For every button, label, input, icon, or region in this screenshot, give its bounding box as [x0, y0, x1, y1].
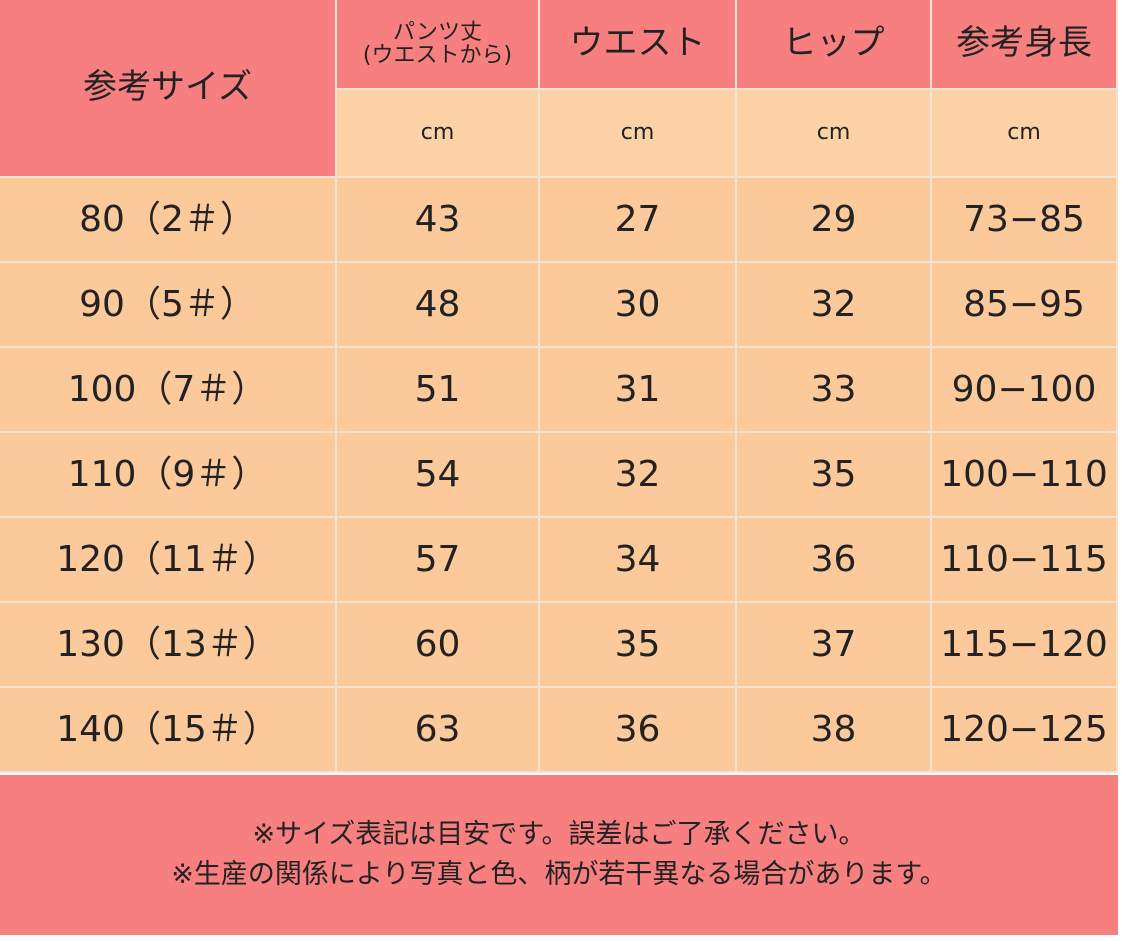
- value-cell: 115−120: [932, 603, 1118, 688]
- value: 51: [414, 368, 461, 410]
- value-cell: 38: [737, 688, 932, 773]
- unit-label: cm: [620, 120, 655, 146]
- value-cell: 34: [540, 518, 737, 603]
- size-cell: 120（11＃）: [0, 518, 337, 603]
- size-label: 80（2＃）: [79, 198, 256, 240]
- column-header: パンツ丈 (ウエストから): [337, 0, 540, 90]
- corner-label: 参考サイズ: [83, 67, 252, 108]
- unit-label: cm: [816, 120, 851, 146]
- value-cell: 31: [540, 348, 737, 433]
- notes: ※サイズ表記は目安です。誤差はご了承ください。 ※生産の関係により写真と色、柄が…: [0, 775, 1118, 935]
- value-cell: 35: [540, 603, 737, 688]
- unit-cell: cm: [540, 90, 737, 178]
- column-header: 参考身長: [932, 0, 1118, 90]
- value-cell: 27: [540, 178, 737, 263]
- column-header: ウエスト: [540, 0, 737, 90]
- value-cell: 110−115: [932, 518, 1118, 603]
- size-cell: 80（2＃）: [0, 178, 337, 263]
- value: 32: [614, 453, 661, 495]
- value-cell: 57: [337, 518, 540, 603]
- value: 33: [810, 368, 857, 410]
- value: 36: [810, 538, 857, 580]
- value: 43: [414, 198, 461, 240]
- value: 35: [614, 623, 661, 665]
- unit-cell: cm: [932, 90, 1118, 178]
- size-label: 120（11＃）: [56, 538, 279, 580]
- value: 63: [414, 708, 461, 750]
- value: 100−110: [940, 453, 1108, 495]
- value-cell: 63: [337, 688, 540, 773]
- value-cell: 32: [737, 263, 932, 348]
- value: 35: [810, 453, 857, 495]
- value-cell: 30: [540, 263, 737, 348]
- size-label: 140（15＃）: [56, 708, 279, 750]
- size-label: 110（9＃）: [67, 453, 268, 495]
- unit-label: cm: [1007, 120, 1041, 146]
- value: 38: [810, 708, 857, 750]
- value: 30: [614, 283, 661, 325]
- value-cell: 60: [337, 603, 540, 688]
- unit-cell: cm: [337, 90, 540, 178]
- value: 27: [614, 198, 661, 240]
- value: 57: [414, 538, 461, 580]
- size-label: 90（5＃）: [79, 283, 256, 325]
- value: 31: [614, 368, 661, 410]
- value: 34: [614, 538, 661, 580]
- size-cell: 90（5＃）: [0, 263, 337, 348]
- size-cell: 140（15＃）: [0, 688, 337, 773]
- value: 60: [414, 623, 461, 665]
- value: 37: [810, 623, 857, 665]
- value-cell: 90−100: [932, 348, 1118, 433]
- column-header: ヒップ: [737, 0, 932, 90]
- value: 120−125: [940, 708, 1108, 750]
- value-cell: 85−95: [932, 263, 1118, 348]
- value: 110−115: [940, 538, 1108, 580]
- value-cell: 100−110: [932, 433, 1118, 518]
- value: 54: [414, 453, 461, 495]
- note: ※生産の関係により写真と色、柄が若干異なる場合があります。: [171, 859, 947, 890]
- size-cell: 130（13＃）: [0, 603, 337, 688]
- value-cell: 54: [337, 433, 540, 518]
- value: 73−85: [963, 198, 1085, 240]
- value: 29: [810, 198, 857, 240]
- value-cell: 29: [737, 178, 932, 263]
- value-cell: 48: [337, 263, 540, 348]
- value-cell: 36: [737, 518, 932, 603]
- value: 32: [810, 283, 857, 325]
- value: 85−95: [963, 283, 1085, 325]
- size-label: 130（13＃）: [56, 623, 279, 665]
- value-cell: 36: [540, 688, 737, 773]
- value: 90−100: [951, 368, 1097, 410]
- value: 36: [614, 708, 661, 750]
- size-cell: 110（9＃）: [0, 433, 337, 518]
- unit-cell: cm: [737, 90, 932, 178]
- value-cell: 43: [337, 178, 540, 263]
- size-label: 100（7＃）: [67, 368, 268, 410]
- value-cell: 32: [540, 433, 737, 518]
- note: ※サイズ表記は目安です。誤差はご了承ください。: [252, 819, 866, 850]
- value: 48: [414, 283, 461, 325]
- value-cell: 35: [737, 433, 932, 518]
- value-cell: 37: [737, 603, 932, 688]
- value: 115−120: [940, 623, 1108, 665]
- size-cell: 100（7＃）: [0, 348, 337, 433]
- column-title: 参考身長: [956, 23, 1092, 64]
- value-cell: 33: [737, 348, 932, 433]
- value-cell: 73−85: [932, 178, 1118, 263]
- column-title: ヒップ: [782, 23, 885, 64]
- value-cell: 120−125: [932, 688, 1118, 773]
- column-title: ウエスト: [569, 23, 706, 64]
- unit-label: cm: [420, 120, 455, 146]
- column-title: (ウエストから): [362, 43, 513, 68]
- corner-cell: 参考サイズ: [0, 0, 337, 178]
- value-cell: 51: [337, 348, 540, 433]
- column-title: パンツ丈: [392, 19, 483, 45]
